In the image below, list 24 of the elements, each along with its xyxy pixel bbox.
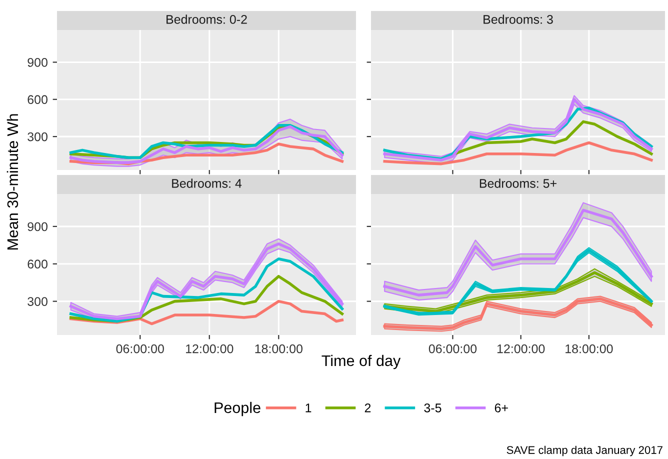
chart-title: Bedrooms: 5+ <box>480 178 556 188</box>
chart-title: Bedrooms: 3 <box>484 14 553 24</box>
y-tick-label: 900 <box>28 58 48 67</box>
x-tick-label: 06:00:00 <box>428 344 477 354</box>
x-tick-label: 18:00:00 <box>255 344 302 354</box>
y-tick-label: 900 <box>28 222 48 232</box>
x-axis-title: Time of day <box>322 354 401 370</box>
y-tick-label: 300 <box>28 297 48 306</box>
x-tick-label: 12:00:00 <box>186 344 234 354</box>
legend-label: 6+ <box>494 404 508 412</box>
y-tick-label: 300 <box>28 132 48 142</box>
y-tick-label: 600 <box>28 260 48 269</box>
y-tick-label: 600 <box>28 95 48 104</box>
legend-title: People <box>214 402 260 416</box>
legend-label: 3-5 <box>424 404 442 412</box>
text: SAVE clamp data January 2017 <box>506 446 662 456</box>
chart-title: Bedrooms: 4 <box>172 178 242 188</box>
x-tick-label: 18:00:00 <box>566 344 613 354</box>
chart-title: Bedrooms: 0-2 <box>166 14 247 24</box>
legend-label: 1 <box>306 404 312 412</box>
y-axis-title: Mean 30-minute Wh <box>6 114 18 250</box>
x-tick-label: 12:00:00 <box>497 344 545 354</box>
legend-label: 2 <box>364 404 371 412</box>
x-tick-label: 06:00:00 <box>116 344 164 354</box>
